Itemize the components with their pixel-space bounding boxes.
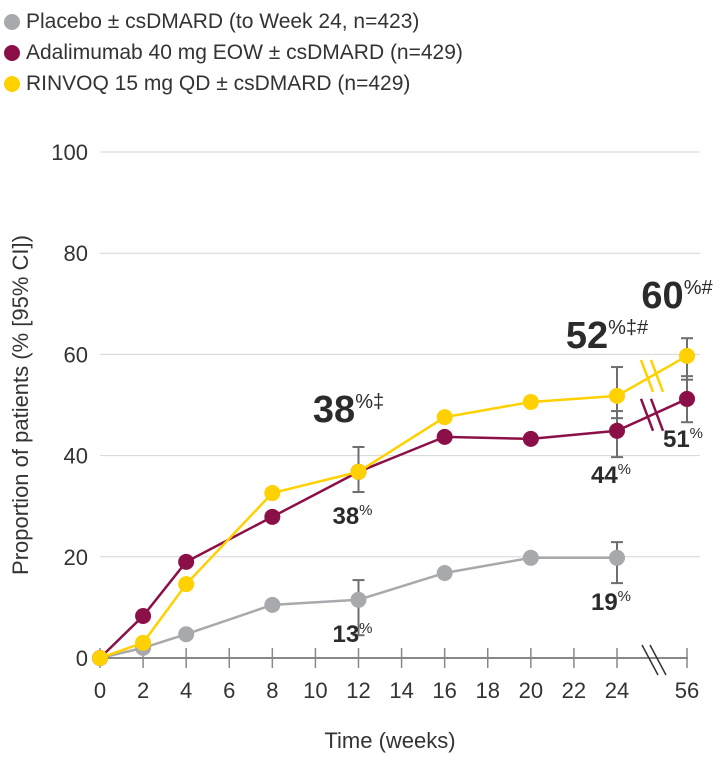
series-2 xyxy=(92,337,695,666)
series-line xyxy=(99,397,688,659)
axis-break-mark xyxy=(641,644,659,676)
legend-label: Placebo ± csDMARD (to Week 24, n=423) xyxy=(26,9,420,33)
line-break-mark xyxy=(639,359,655,393)
x-tick-label: 20 xyxy=(519,678,543,703)
series-1 xyxy=(92,375,695,666)
x-tick-label: 16 xyxy=(432,678,456,703)
data-point xyxy=(609,549,625,566)
data-point xyxy=(522,549,539,566)
x-tick-label: 24 xyxy=(605,678,629,703)
y-tick-label: 60 xyxy=(64,342,88,367)
legend-item-adalimumab: Adalimumab 40 mg EOW ± csDMARD (n=429) xyxy=(4,37,463,68)
x-tick-label: 2 xyxy=(137,678,149,703)
x-tick-label: 12 xyxy=(346,678,370,703)
legend-marker xyxy=(4,75,20,92)
data-label: 51% xyxy=(663,425,703,453)
data-point xyxy=(350,591,367,608)
y-tick-label: 20 xyxy=(64,545,88,570)
data-point xyxy=(264,485,281,502)
y-tick-label: 100 xyxy=(51,140,88,165)
legend: Placebo ± csDMARD (to Week 24, n=423) Ad… xyxy=(4,6,463,99)
data-point xyxy=(178,576,195,593)
line-break-mark xyxy=(639,398,655,432)
data-point xyxy=(92,650,108,666)
data-point xyxy=(178,626,195,643)
axis-break-mark xyxy=(649,644,667,676)
data-point xyxy=(178,553,195,570)
x-tick-label: 4 xyxy=(180,678,192,703)
x-tick-label: 0 xyxy=(94,678,106,703)
data-point xyxy=(135,608,152,625)
data-point xyxy=(436,564,453,581)
data-point xyxy=(264,508,281,525)
y-tick-label: 0 xyxy=(76,646,88,671)
x-axis-label: Time (weeks) xyxy=(324,728,455,753)
data-point xyxy=(522,430,539,447)
data-point xyxy=(135,634,152,651)
x-tick-label: 22 xyxy=(562,678,586,703)
x-tick-label: 8 xyxy=(266,678,278,703)
data-label: 38%‡ xyxy=(313,389,384,431)
data-label: 38% xyxy=(332,502,372,530)
legend-marker xyxy=(4,13,20,30)
x-tick-label: 10 xyxy=(303,678,327,703)
y-tick-label: 80 xyxy=(64,241,88,266)
data-label: 44% xyxy=(591,461,631,489)
legend-marker xyxy=(4,44,20,61)
x-tick-label: 14 xyxy=(389,678,413,703)
data-point xyxy=(679,347,695,364)
legend-label: RINVOQ 15 mg QD ± csDMARD (n=429) xyxy=(26,71,411,95)
data-point xyxy=(350,463,367,480)
line-break-mark xyxy=(649,359,665,393)
x-tick-label: 6 xyxy=(223,678,235,703)
legend-label: Adalimumab 40 mg EOW ± csDMARD (n=429) xyxy=(26,40,463,64)
x-tick-label: 56 xyxy=(675,678,699,703)
x-tick-label: 18 xyxy=(476,678,500,703)
data-label: 52%‡# xyxy=(566,315,649,357)
data-point xyxy=(609,387,625,404)
line-break-mark xyxy=(649,398,665,432)
data-label: 13% xyxy=(332,620,372,648)
legend-item-placebo: Placebo ± csDMARD (to Week 24, n=423) xyxy=(4,6,463,37)
data-label: 60%# xyxy=(641,275,713,317)
data-point xyxy=(679,390,695,407)
data-point xyxy=(522,393,539,410)
data-point xyxy=(436,428,453,445)
legend-item-rinvoq: RINVOQ 15 mg QD ± csDMARD (n=429) xyxy=(4,68,463,99)
data-point xyxy=(436,409,453,426)
y-axis-label: Proportion of patients (% [95% CI]) xyxy=(8,235,33,575)
data-point xyxy=(264,596,281,613)
data-point xyxy=(609,422,625,439)
y-tick-label: 40 xyxy=(64,444,88,469)
data-label: 19% xyxy=(591,588,631,616)
